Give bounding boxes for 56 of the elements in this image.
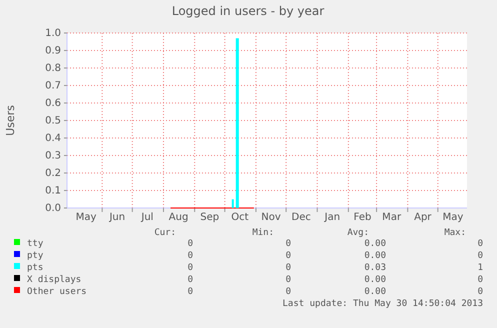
y-tick-label: 0.2 xyxy=(45,168,61,180)
text: 0 xyxy=(286,251,291,261)
text: 0 xyxy=(286,263,291,273)
y-tick-label: 1.0 xyxy=(45,28,61,40)
text: 0 xyxy=(286,239,291,249)
x-tick-label: Aug xyxy=(168,212,188,223)
y-axis-title: Users xyxy=(4,104,17,136)
x-tick-label: Jul xyxy=(140,212,154,223)
text: Min: xyxy=(252,228,274,238)
text: 0.00 xyxy=(364,239,386,249)
text: 0.00 xyxy=(364,251,386,261)
x-tick-label: May xyxy=(442,212,464,223)
x-tick-label: Apr xyxy=(414,212,432,223)
x-tick-label: Jun xyxy=(108,212,126,223)
text: 0.00 xyxy=(364,275,386,285)
text: 0.03 xyxy=(364,263,386,273)
legend-label: pts xyxy=(27,263,44,273)
text: 0 xyxy=(188,263,193,273)
y-tick-label: 0.6 xyxy=(45,98,61,110)
y-tick-label: 0.0 xyxy=(45,203,61,214)
y-tick-label: 0.3 xyxy=(45,150,61,162)
legend-label: tty xyxy=(27,239,44,249)
y-tick-label: 0.1 xyxy=(45,186,61,197)
x-tick-label: Dec xyxy=(291,212,311,223)
x-tick-label: Jan xyxy=(324,212,340,223)
y-tick-label: 0.4 xyxy=(45,133,61,144)
text: 1 xyxy=(478,263,483,273)
text: 0.00 xyxy=(364,287,386,297)
x-tick-label: May xyxy=(76,212,97,223)
text: 0 xyxy=(478,275,483,285)
x-tick-label: Oct xyxy=(231,212,249,223)
x-tick-label: Mar xyxy=(382,212,402,223)
text: 0 xyxy=(188,275,193,285)
y-tick-label: 0.8 xyxy=(45,63,61,74)
chart-title: Logged in users - by year xyxy=(172,4,324,18)
y-tick-label: 0.9 xyxy=(45,46,61,57)
text: Last update: Thu May 30 14:50:04 2013 xyxy=(282,299,483,309)
text: 0 xyxy=(188,239,193,249)
text: Avg: xyxy=(347,228,369,238)
text: 0 xyxy=(286,287,291,297)
y-tick-label: 0.7 xyxy=(45,80,61,92)
y-tick-label: 0.5 xyxy=(45,116,61,127)
text: 0 xyxy=(188,251,193,261)
text: 0 xyxy=(286,275,291,285)
legend-label: X displays xyxy=(27,275,82,285)
x-tick-label: Nov xyxy=(261,212,281,223)
text: 0 xyxy=(478,251,483,261)
x-tick-label: Sep xyxy=(200,212,220,223)
legend-label: Other users xyxy=(27,287,87,297)
text: Cur: xyxy=(154,228,176,238)
x-tick-label: Feb xyxy=(354,212,372,223)
text: Max: xyxy=(444,228,466,238)
legend-label: pty xyxy=(27,251,44,261)
text: 0 xyxy=(478,239,483,249)
text: 0 xyxy=(478,287,483,297)
text: 0 xyxy=(188,287,193,297)
